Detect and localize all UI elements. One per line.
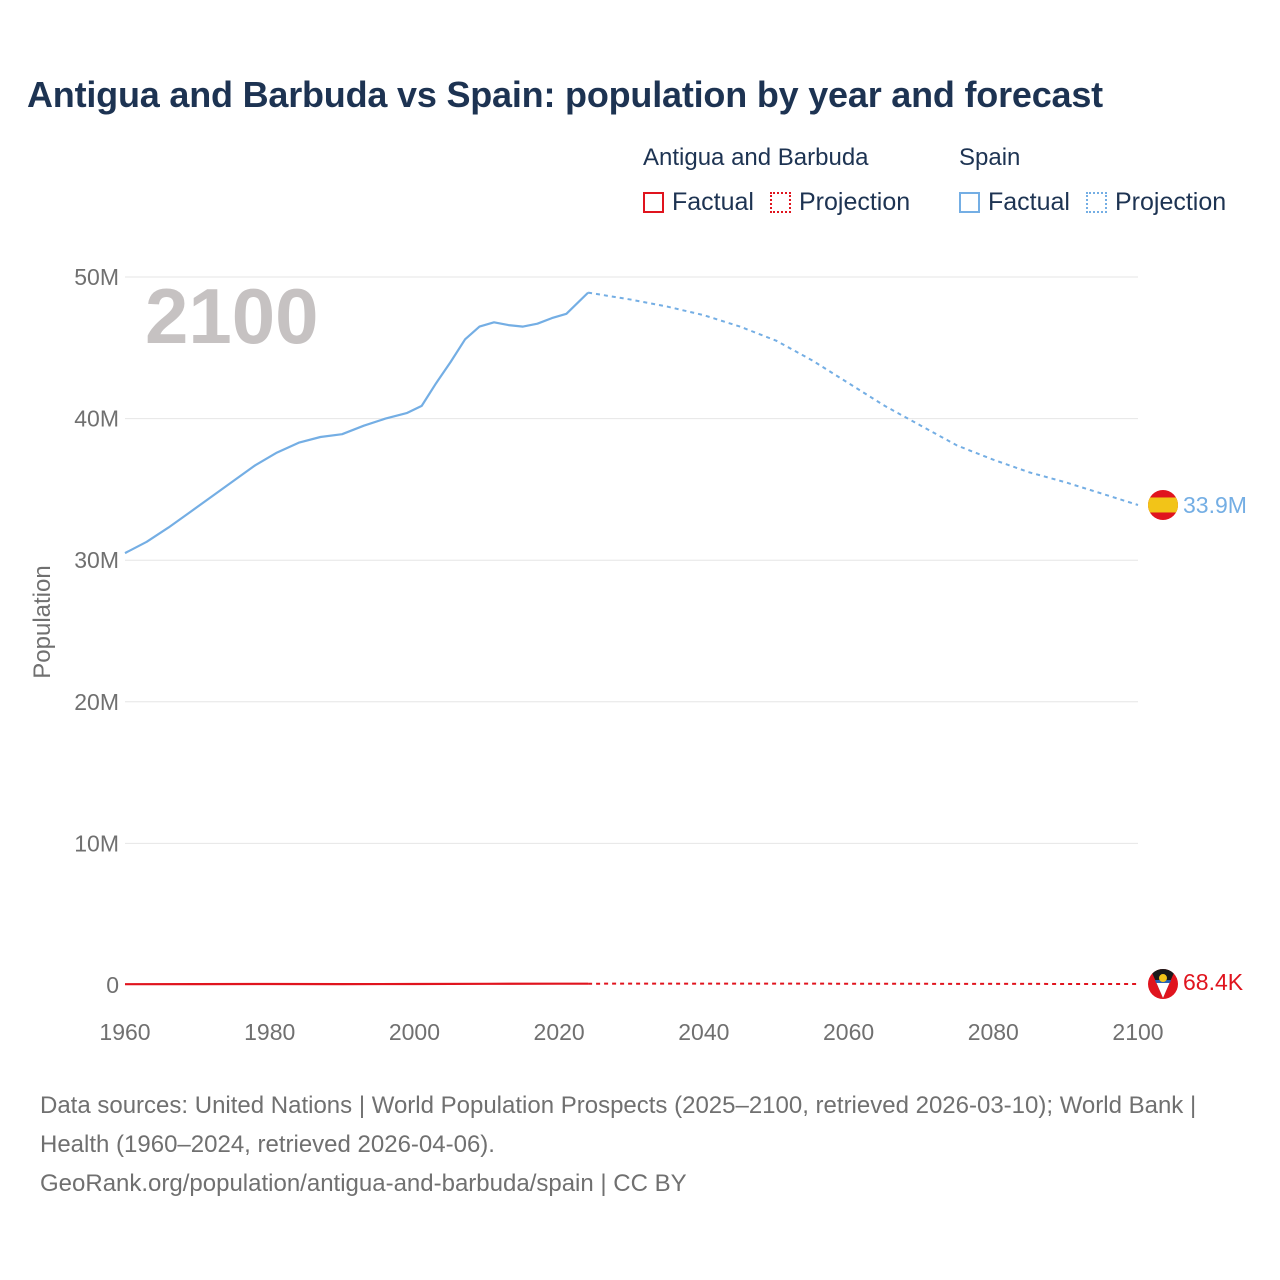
x-tick-label: 2060: [823, 1019, 874, 1045]
x-tick-label: 2100: [1112, 1019, 1163, 1045]
y-tick-label: 40M: [74, 406, 119, 432]
y-axis-label: Population: [29, 565, 56, 678]
antigua-end-label: 68.4K: [1183, 969, 1244, 995]
legend-label: Projection: [798, 188, 911, 216]
x-tick-label: 2000: [389, 1019, 440, 1045]
spain-factual-line: [124, 291, 589, 555]
x-axis-ticks: 1960 1980 2000 2020 2040 2060 2080 2100: [99, 1019, 1163, 1045]
legend-swatch-dotted-icon: [769, 192, 791, 213]
x-tick-label: 2040: [678, 1019, 729, 1045]
legend-group-antigua: Antigua and Barbuda Factual Projection: [643, 144, 910, 217]
y-tick-label: 50M: [74, 264, 119, 290]
legend-label: Factual: [988, 188, 1070, 216]
legend-swatch-dotted-icon: [1085, 192, 1107, 213]
legend-swatch-solid-icon: [959, 192, 980, 213]
legend-heading-antigua: Antigua and Barbuda: [643, 144, 869, 171]
legend-swatch-solid-icon: [643, 192, 664, 213]
legend-antigua-projection[interactable]: Projection: [769, 188, 911, 217]
spain-projection-line: [587, 291, 1139, 506]
credit-link[interactable]: GeoRank.org/population/antigua-and-barbu…: [40, 1170, 687, 1197]
legend-label: Projection: [1114, 188, 1227, 216]
spain-end-label: 33.9M: [1183, 492, 1247, 518]
y-tick-label: 20M: [74, 689, 119, 715]
series-lines: [124, 291, 1139, 986]
grid-lines: [125, 276, 1138, 844]
population-line-chart: 2100 0 10M 20M 30M 40M 50M 1960 1980 2000 2020 20…: [29, 264, 1247, 1045]
x-tick-label: 2080: [968, 1019, 1019, 1045]
spain-flag-icon: [1148, 489, 1178, 520]
legend-group-spain: Spain Factual Projection: [959, 144, 1226, 217]
legend-antigua-factual[interactable]: Factual: [643, 188, 754, 217]
x-tick-label: 2020: [534, 1019, 585, 1045]
data-sources-note: Data sources: United Nations | World Pop…: [40, 1092, 1197, 1158]
y-tick-label: 10M: [74, 830, 119, 856]
footer: Data sources: United Nations | World Pop…: [40, 1086, 1230, 1203]
chart-title: Antigua and Barbuda vs Spain: population…: [27, 74, 1103, 115]
series-end-markers: 33.9M 68.4K: [1148, 489, 1247, 1000]
legend-label: Factual: [672, 188, 754, 216]
antigua-flag-icon: [1148, 969, 1178, 1000]
legend-spain-factual[interactable]: Factual: [959, 188, 1070, 217]
x-tick-label: 1960: [99, 1019, 150, 1045]
y-tick-label: 0: [106, 972, 119, 998]
year-watermark: 2100: [145, 272, 319, 360]
y-tick-label: 30M: [74, 547, 119, 573]
x-tick-label: 1980: [244, 1019, 295, 1045]
y-axis-ticks: 0 10M 20M 30M 40M 50M: [74, 264, 119, 998]
legend-spain-projection[interactable]: Projection: [1085, 188, 1227, 217]
antigua-and-barbuda-factual-line: [124, 982, 589, 986]
legend-heading-spain: Spain: [959, 144, 1021, 171]
